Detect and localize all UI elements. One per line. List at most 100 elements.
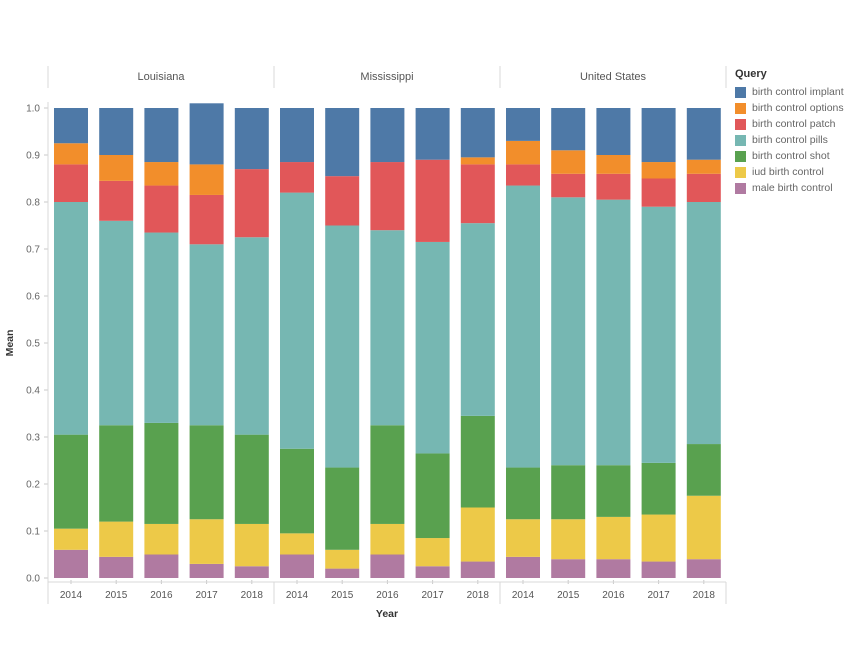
x-tick-label: 2016 <box>602 590 625 601</box>
bar-segment <box>189 425 224 520</box>
bar-segment <box>99 155 134 181</box>
bar-segment <box>54 108 88 144</box>
legend-item[interactable]: birth control patch <box>735 116 844 132</box>
bar-segment <box>54 164 88 202</box>
panel-title: United States <box>580 71 647 83</box>
bar-segment <box>370 523 405 555</box>
bar-segment <box>460 157 495 165</box>
bar-segment <box>280 162 314 193</box>
bar-segment <box>596 173 631 200</box>
y-tick-label: 1.0 <box>26 104 40 115</box>
legend-item[interactable]: male birth control <box>735 180 844 196</box>
x-tick-label: 2014 <box>286 590 309 601</box>
legend-item[interactable]: iud birth control <box>735 164 844 180</box>
bar-segment <box>506 467 540 520</box>
bar-segment <box>686 173 721 202</box>
x-tick-label: 2016 <box>376 590 399 601</box>
bar-segment <box>686 202 721 445</box>
x-tick-label: 2018 <box>693 590 716 601</box>
bar-segment <box>325 176 360 226</box>
bar-segment <box>641 462 676 515</box>
bar-segment <box>370 554 405 578</box>
legend-swatch <box>735 102 746 114</box>
legend-swatch <box>735 150 746 162</box>
y-tick-label: 0.6 <box>26 292 40 303</box>
bar-segment <box>641 514 676 562</box>
bar-segment <box>551 150 586 174</box>
bar-segment <box>551 519 586 560</box>
bar-segment <box>551 108 586 151</box>
bar-segment <box>99 108 134 155</box>
bar-segment <box>460 561 495 578</box>
legend-item[interactable]: birth control pills <box>735 132 844 148</box>
bar-segment <box>641 561 676 578</box>
bar-segment <box>641 108 676 163</box>
bar-segment <box>686 159 721 174</box>
legend-label: birth control pills <box>752 134 828 146</box>
y-tick-label: 0.7 <box>26 245 40 256</box>
bar-segment <box>460 507 495 562</box>
bar-segment <box>415 566 450 578</box>
bar-segment <box>641 178 676 207</box>
legend-item[interactable]: birth control implant <box>735 84 844 100</box>
panel-title: Louisiana <box>137 71 185 83</box>
legend-swatch <box>735 166 746 178</box>
bar-segment <box>596 516 631 560</box>
x-tick-label: 2015 <box>331 590 354 601</box>
legend-label: birth control implant <box>752 86 844 98</box>
legend-item[interactable]: birth control shot <box>735 148 844 164</box>
x-tick-label: 2017 <box>195 590 218 601</box>
legend-label: birth control patch <box>752 118 836 130</box>
bar-segment <box>506 185 540 468</box>
bar-segment <box>596 108 631 155</box>
bar-segment <box>551 465 586 520</box>
bar-segment <box>506 556 540 578</box>
x-tick-label: 2014 <box>60 590 83 601</box>
bar-segment <box>280 533 314 555</box>
bar-segment <box>234 237 269 435</box>
bar-segment <box>460 108 495 158</box>
y-axis-title: Mean <box>4 330 16 357</box>
bar-segment <box>144 523 179 555</box>
bar-segment <box>596 155 631 174</box>
bar-segment <box>460 164 495 224</box>
legend-item[interactable]: birth control options <box>735 100 844 116</box>
bar-segment <box>189 244 224 426</box>
legend-label: male birth control <box>752 182 833 194</box>
y-tick-label: 0.2 <box>26 480 40 491</box>
bar-segment <box>415 453 450 539</box>
bar-segment <box>370 230 405 426</box>
x-tick-label: 2017 <box>647 590 670 601</box>
bar-segment <box>54 143 88 165</box>
bar-segment <box>234 434 269 524</box>
bar-segment <box>460 415 495 508</box>
x-tick-label: 2018 <box>241 590 264 601</box>
bar-segment <box>551 197 586 466</box>
bar-segment <box>280 108 314 163</box>
panel-header-band <box>48 66 726 88</box>
bar-segment <box>234 523 269 567</box>
bar-segment <box>596 559 631 578</box>
legend-label: iud birth control <box>752 166 824 178</box>
y-tick-label: 0.1 <box>26 527 40 538</box>
x-tick-label: 2016 <box>150 590 173 601</box>
y-tick-label: 0.5 <box>26 339 40 350</box>
bar-segment <box>54 528 88 550</box>
x-tick-label: 2015 <box>105 590 128 601</box>
bar-segment <box>144 108 179 163</box>
bar-segment <box>280 448 314 534</box>
bar-segment <box>189 103 224 165</box>
bar-segment <box>280 554 314 578</box>
bar-segment <box>596 465 631 517</box>
bar-segment <box>234 108 269 170</box>
bar-segment <box>189 563 224 578</box>
x-axis-title: Year <box>376 608 398 620</box>
bar-segment <box>370 425 405 524</box>
bar-segment <box>234 169 269 238</box>
bar-segment <box>144 422 179 524</box>
bar-segment <box>234 566 269 578</box>
x-tick-label: 2015 <box>557 590 580 601</box>
bar-segment <box>54 202 88 435</box>
bar-segment <box>144 185 179 233</box>
bar-segment <box>415 241 450 454</box>
